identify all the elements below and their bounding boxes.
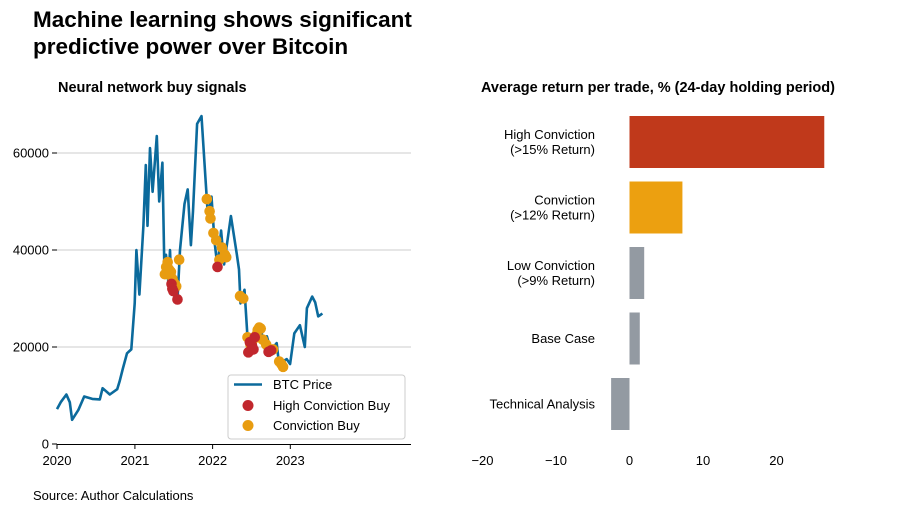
- bar-high-conviction: [629, 116, 825, 168]
- conviction-buy-marker-17: [220, 251, 232, 263]
- bar-conviction: [629, 181, 683, 234]
- return-x-tick-label-20: 20: [769, 453, 783, 468]
- return-bars: [611, 116, 825, 430]
- y-tick-label-60000: 60000: [13, 146, 49, 161]
- high-conviction-buy-marker-2: [168, 285, 179, 297]
- category-label-high-conviction: High Conviction: [504, 127, 595, 142]
- y-gridlines: [57, 152, 411, 348]
- bar-base-case: [629, 312, 640, 365]
- conviction-buy-marker-32: [277, 361, 289, 373]
- y-tick-label-0: 0: [42, 437, 49, 452]
- category-labels: High Conviction(>15% Return)Conviction(>…: [490, 127, 596, 412]
- x-axis: 2020 2021 2022 2023: [43, 444, 305, 468]
- conviction-buy-marker-8: [173, 254, 185, 265]
- return-x-axis: −20 −10 0 10 20: [471, 453, 783, 468]
- x-tick-label-2021: 2021: [120, 453, 149, 468]
- chart-main-title: Machine learning shows significant predi…: [33, 7, 412, 59]
- legend-label-conviction-buy: Conviction Buy: [273, 418, 360, 433]
- conviction-buy-markers: [159, 193, 289, 373]
- category-label-technical-analysis: Technical Analysis: [490, 397, 596, 412]
- y-axis: 0 20000 40000 60000: [13, 146, 57, 452]
- conviction-buy-marker-13: [210, 235, 222, 246]
- category-label-conviction-line-2: (>12% Return): [510, 208, 595, 223]
- high-conviction-buy-marker-9: [249, 332, 261, 343]
- left-chart-title: Neural network buy signals: [58, 80, 247, 96]
- source-note: Source: Author Calculations: [33, 488, 194, 503]
- y-tick-label-20000: 20000: [13, 340, 49, 355]
- category-label-conviction: Conviction: [534, 193, 595, 208]
- high-conviction-buy-marker-11: [265, 345, 277, 356]
- return-per-trade-chart: Average return per trade, % (24-day hold…: [471, 80, 835, 468]
- legend-conviction-swatch: [242, 420, 254, 431]
- conviction-buy-marker-11: [205, 213, 216, 224]
- category-label-high-conviction-line-2: (>15% Return): [510, 142, 595, 157]
- high-conviction-buy-markers: [166, 261, 277, 358]
- bar-low-conviction: [629, 247, 645, 299]
- bar-technical-analysis: [611, 378, 630, 430]
- category-label-low-conviction: Low Conviction: [507, 258, 595, 273]
- conviction-buy-marker-19: [237, 293, 249, 304]
- legend-label-btc-price: BTC Price: [273, 377, 332, 392]
- legend-high-conviction-swatch: [242, 400, 254, 411]
- conviction-buy-marker-26: [255, 323, 267, 334]
- category-label-low-conviction-line-2: (>9% Return): [517, 273, 595, 288]
- high-conviction-buy-marker-8: [248, 344, 259, 355]
- x-tick-label-2020: 2020: [43, 453, 72, 468]
- return-x-tick-label-10neg: −10: [545, 453, 567, 468]
- y-tick-label-40000: 40000: [13, 243, 49, 258]
- category-label-base-case: Base Case: [531, 331, 595, 346]
- high-conviction-buy-marker-4: [212, 261, 223, 273]
- return-x-tick-label-20neg: −20: [471, 453, 493, 468]
- right-chart-title: Average return per trade, % (24-day hold…: [481, 80, 835, 96]
- legend-label-high-conviction-buy: High Conviction Buy: [273, 398, 391, 413]
- btc-price-line: [55, 114, 324, 422]
- legend: BTC Price High Conviction Buy Conviction…: [227, 374, 406, 440]
- legend-box: [227, 374, 406, 440]
- return-x-tick-label-10: 10: [696, 453, 710, 468]
- return-x-tick-label-0: 0: [626, 453, 633, 468]
- x-tick-label-2022: 2022: [198, 453, 227, 468]
- btc-price-chart: Neural network buy signals 0 20000 40000 60…: [13, 80, 411, 468]
- high-conviction-buy-marker-3: [172, 294, 183, 305]
- conviction-buy-marker-9: [201, 193, 213, 205]
- x-tick-label-2023: 2023: [276, 453, 305, 468]
